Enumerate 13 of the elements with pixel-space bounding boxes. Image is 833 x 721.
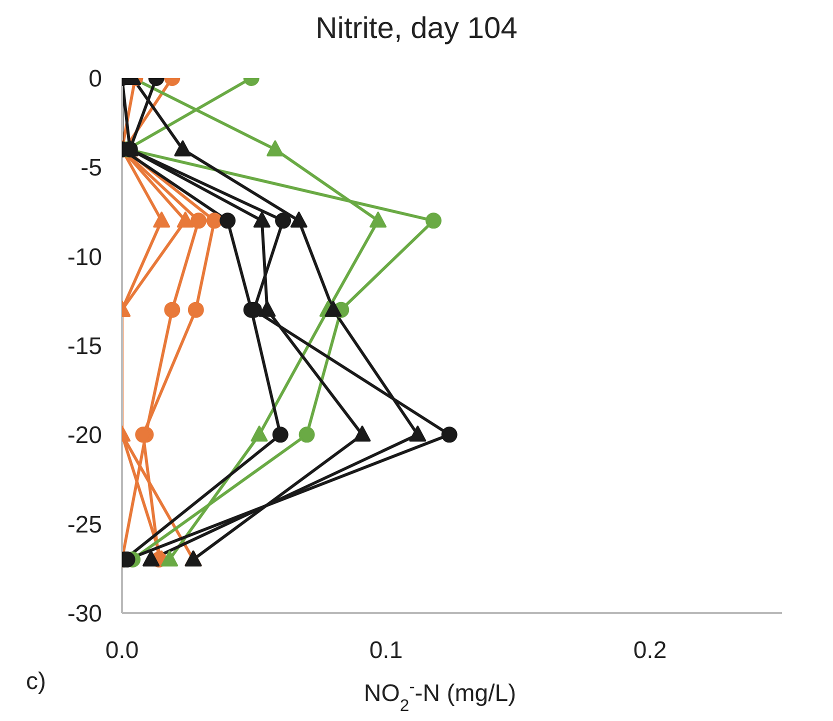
y-tick-label: -5 — [80, 154, 102, 182]
x-axis-title: NO$_{2}$$^{-}$-N (mg/L) — [364, 676, 516, 714]
x-tick-label: 0.2 — [633, 637, 667, 664]
y-tick-label: -10 — [67, 244, 102, 271]
y-tick-label: -15 — [67, 333, 102, 360]
x-tick-label: 0.1 — [369, 637, 403, 664]
chart-title: Nitrite, day 104 — [314, 12, 518, 46]
x-tick-label: 0.0 — [105, 637, 139, 664]
y-tick-label: -30 — [67, 600, 102, 628]
y-tick-label: 0 — [88, 66, 102, 93]
y-tick-label: -25 — [67, 511, 102, 538]
y-tick-label: -20 — [67, 422, 102, 450]
text: c) — [26, 668, 46, 696]
